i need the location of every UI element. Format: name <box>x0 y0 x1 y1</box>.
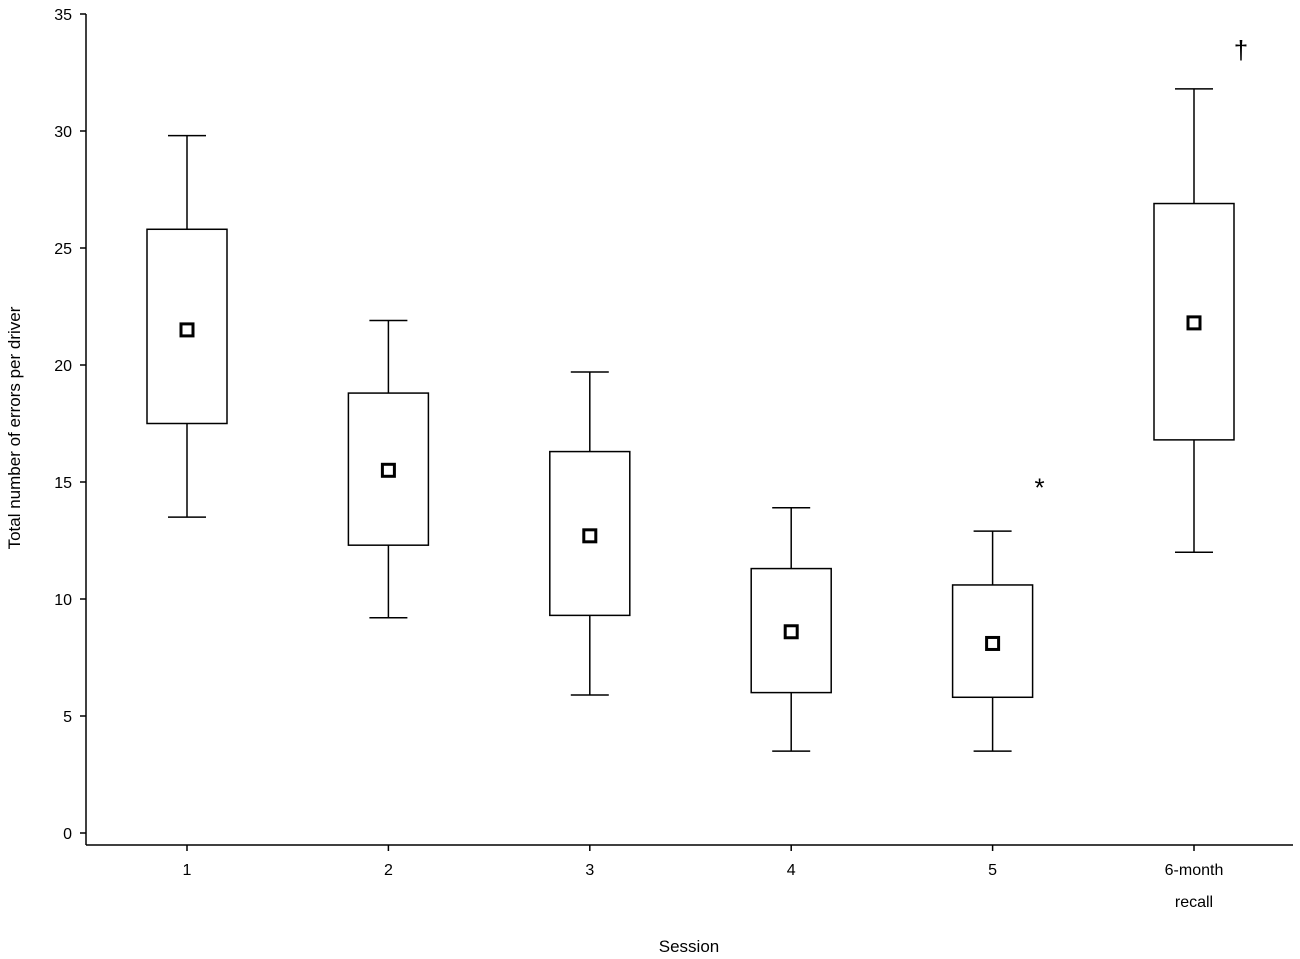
x-tick-label: 6-month <box>1165 862 1224 879</box>
x-tick-label: 5 <box>988 862 997 879</box>
x-tick-label: 1 <box>183 862 192 879</box>
significance-marker: * <box>1035 473 1045 503</box>
y-tick-label: 35 <box>54 7 72 24</box>
box-series-2 <box>347 319 430 619</box>
mean-marker <box>985 635 1001 651</box>
y-tick-label: 0 <box>63 826 72 843</box>
y-tick-label: 30 <box>54 124 72 141</box>
boxes-layer <box>146 88 1235 752</box>
mean-marker <box>783 624 799 640</box>
mean-marker <box>1186 315 1202 331</box>
x-axis: 1 2 3 4 5 6-month recall <box>86 844 1293 911</box>
y-tick-label: 25 <box>54 241 72 258</box>
x-tick-label: 3 <box>585 862 594 879</box>
x-axis-title: Session <box>659 937 719 956</box>
mean-marker <box>380 462 396 478</box>
box-series-3 <box>549 371 631 696</box>
y-tick-label: 10 <box>54 592 72 609</box>
y-tick-label: 5 <box>63 709 72 726</box>
mean-marker <box>179 322 195 338</box>
y-axis-title: Total number of errors per driver <box>5 306 24 549</box>
box-series-4 <box>750 506 832 752</box>
y-tick-label: 20 <box>54 358 72 375</box>
x-tick-label: 2 <box>384 862 393 879</box>
box-series-6 <box>1153 88 1235 553</box>
annotations-layer: *† <box>1035 35 1249 503</box>
box-series-1 <box>146 134 228 518</box>
y-tick-label: 15 <box>54 475 72 492</box>
y-axis: 0 5 10 15 20 25 30 35 <box>54 7 87 845</box>
x-tick-label: 4 <box>787 862 796 879</box>
box-series-5 <box>951 530 1034 752</box>
mean-marker <box>582 528 598 544</box>
x-tick-label: recall <box>1175 894 1213 911</box>
significance-marker: † <box>1234 35 1248 65</box>
